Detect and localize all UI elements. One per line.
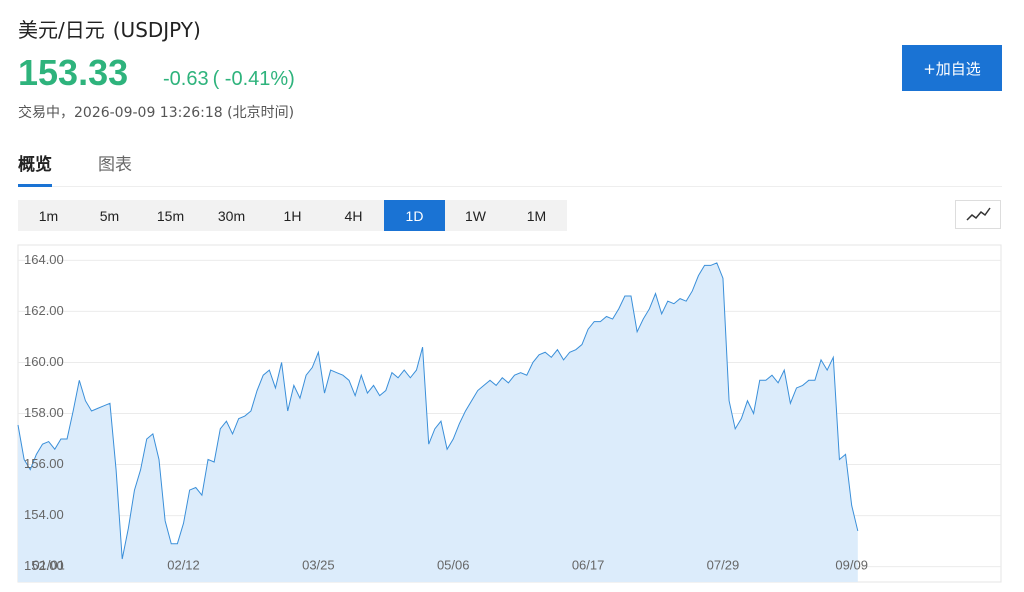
tab[interactable]: 图表	[98, 155, 132, 175]
interval-button[interactable]: 1m	[18, 200, 79, 231]
y-tick-label: 164.00	[24, 252, 64, 267]
tab[interactable]: 概览	[18, 150, 52, 187]
interval-button[interactable]: 1M	[506, 200, 567, 231]
y-tick-label: 160.00	[24, 354, 64, 369]
price-line	[17, 262, 859, 560]
interval-button[interactable]: 15m	[140, 200, 201, 231]
interval-button[interactable]: 4H	[323, 200, 384, 231]
status: 交易中，2026-09-09 13:26:18 (北京时间)	[18, 105, 295, 121]
interval-button[interactable]: 1W	[445, 200, 506, 231]
change: -0.63( -0.41%)	[163, 68, 295, 91]
interval-bar: 1m 5m 15m 30m 1H 4H 1D 1W 1M	[18, 200, 567, 231]
x-tick-label: 09/09	[835, 557, 868, 572]
price: 153.33	[18, 52, 129, 93]
y-tick-label: 158.00	[24, 405, 64, 420]
add-watchlist-button[interactable]: +加自选	[902, 45, 1002, 91]
change-abs: -0.63	[163, 68, 209, 90]
trend-icon	[966, 207, 991, 221]
x-tick-label: 02/12	[167, 557, 200, 572]
y-tick-label: 156.00	[24, 456, 64, 471]
x-tick-label: 03/25	[302, 557, 335, 572]
pair-name: 美元/日元	[18, 18, 105, 42]
y-tick-label: 154.00	[24, 507, 64, 522]
icon-line	[966, 207, 991, 221]
interval-button[interactable]: 5m	[79, 200, 140, 231]
chart-style-button[interactable]	[955, 200, 1001, 229]
change-pct: ( -0.41%)	[212, 68, 295, 90]
y-tick-label: 152.00	[24, 558, 64, 573]
interval-button[interactable]: 1H	[262, 200, 323, 231]
y-tick-label: 162.00	[24, 303, 64, 318]
interval-button[interactable]: 1D	[384, 200, 445, 231]
x-tick-label: 06/17	[572, 557, 605, 572]
x-tick-label: 01/01	[32, 557, 65, 572]
tabs: 概览 图表	[18, 150, 1002, 187]
title: 美元/日元 (USDJPY)	[18, 14, 201, 43]
x-tick-label: 05/06	[437, 557, 470, 572]
interval-button[interactable]: 30m	[201, 200, 262, 231]
x-tick-label: 07/29	[707, 557, 740, 572]
area-fill	[18, 262, 858, 582]
symbol: (USDJPY)	[112, 18, 201, 42]
